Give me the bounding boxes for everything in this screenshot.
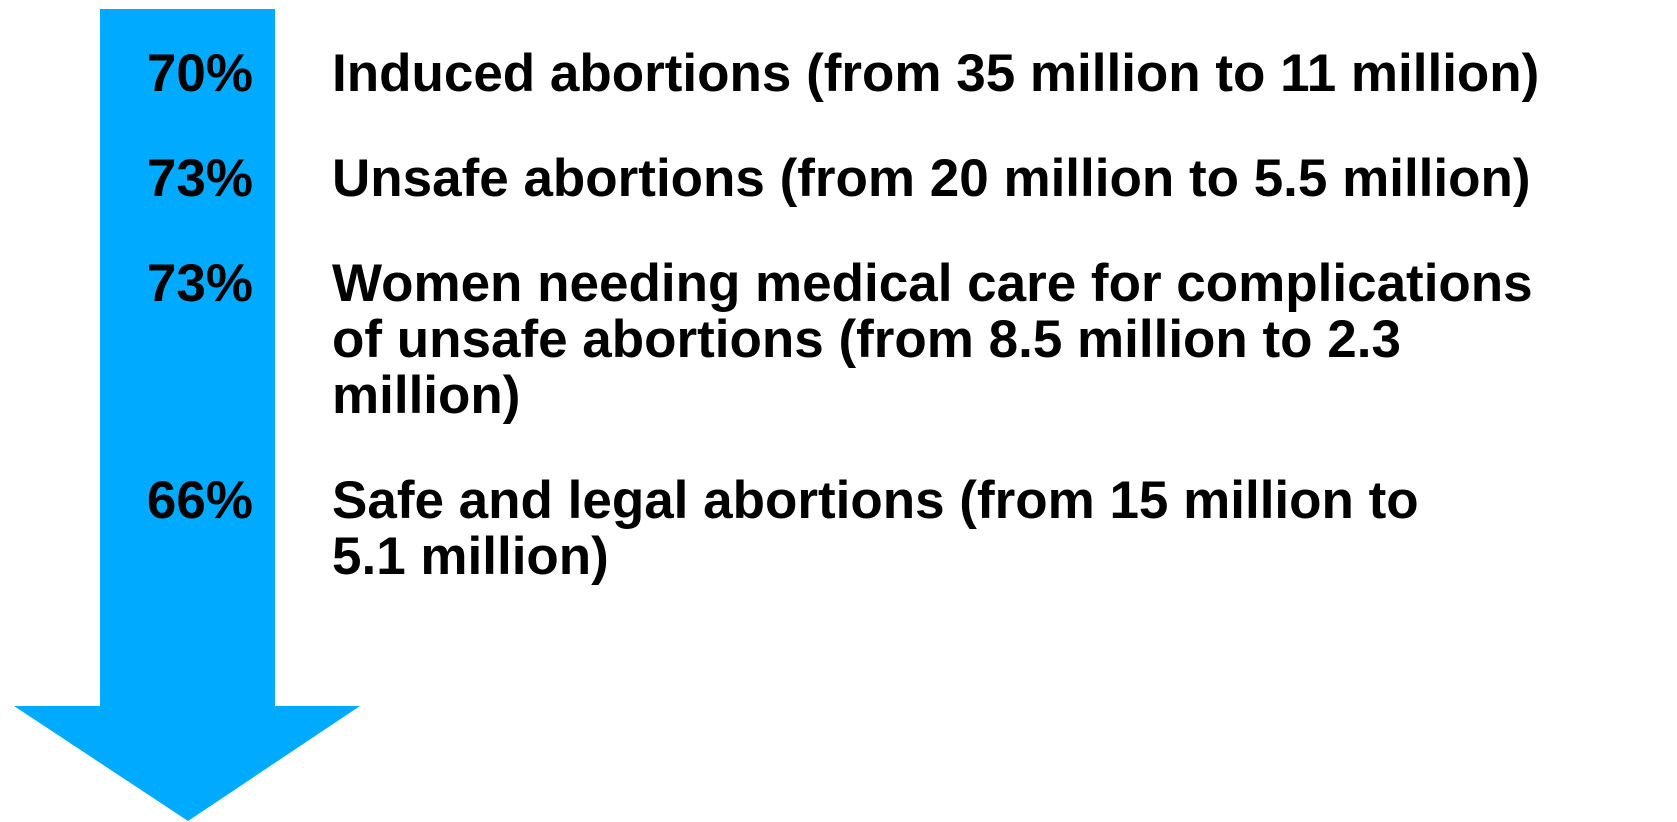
item-text: Safe and legal abortions (from 15 millio… (332, 471, 1419, 530)
item-text: Induced abortions (from 35 million to 11… (332, 44, 1539, 103)
down-arrow (14, 9, 360, 821)
item-text: 5.1 million) (332, 527, 609, 586)
percent-label: 73% (147, 149, 253, 208)
item-text: Unsafe abortions (from 20 million to 5.5… (332, 149, 1531, 208)
item-text: million) (332, 366, 520, 425)
percent-label: 70% (147, 44, 253, 103)
percent-label: 66% (147, 471, 253, 530)
item-text: of unsafe abortions (from 8.5 million to… (332, 310, 1401, 369)
item-text: Women needing medical care for complicat… (332, 254, 1533, 313)
percent-label: 73% (147, 254, 253, 313)
